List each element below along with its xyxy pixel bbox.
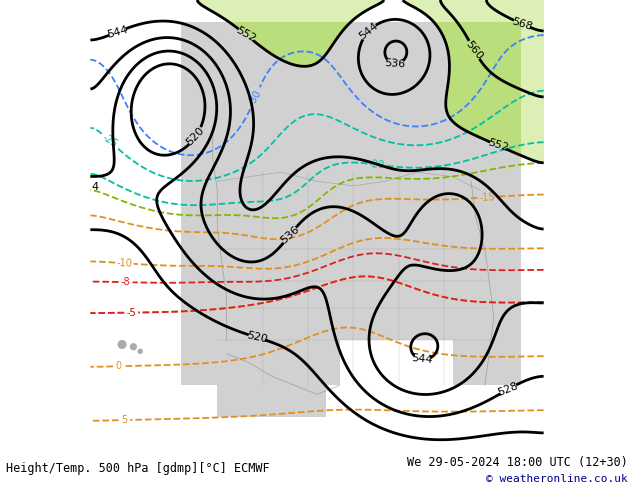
Text: 0: 0 bbox=[115, 361, 122, 371]
Text: -30: -30 bbox=[247, 89, 264, 107]
Text: 536: 536 bbox=[384, 58, 406, 69]
Text: Height/Temp. 500 hPa [gdmp][°C] ECMWF: Height/Temp. 500 hPa [gdmp][°C] ECMWF bbox=[6, 463, 270, 475]
Text: 528: 528 bbox=[496, 381, 520, 398]
Text: -25: -25 bbox=[100, 132, 119, 149]
Text: 536: 536 bbox=[278, 224, 301, 246]
Text: -15: -15 bbox=[479, 192, 495, 203]
Text: -20: -20 bbox=[368, 159, 385, 171]
Circle shape bbox=[117, 340, 127, 349]
Text: 5: 5 bbox=[121, 415, 127, 425]
Text: 552: 552 bbox=[487, 138, 510, 153]
Text: 552: 552 bbox=[235, 25, 257, 45]
Text: 4: 4 bbox=[92, 182, 99, 193]
Text: 560: 560 bbox=[463, 39, 484, 61]
Text: 544: 544 bbox=[357, 21, 380, 42]
Text: 520: 520 bbox=[245, 330, 268, 344]
Text: 520: 520 bbox=[185, 125, 207, 147]
Circle shape bbox=[138, 348, 143, 354]
Text: -10: -10 bbox=[117, 258, 133, 269]
Text: 544: 544 bbox=[411, 353, 433, 366]
Text: -5: -5 bbox=[126, 308, 136, 318]
Text: 568: 568 bbox=[510, 16, 534, 32]
Text: -5: -5 bbox=[126, 308, 136, 318]
Text: -8: -8 bbox=[120, 277, 131, 287]
Circle shape bbox=[130, 343, 137, 350]
Text: 544: 544 bbox=[106, 24, 129, 40]
Text: © weatheronline.co.uk: © weatheronline.co.uk bbox=[486, 474, 628, 485]
Text: We 29-05-2024 18:00 UTC (12+30): We 29-05-2024 18:00 UTC (12+30) bbox=[407, 456, 628, 469]
